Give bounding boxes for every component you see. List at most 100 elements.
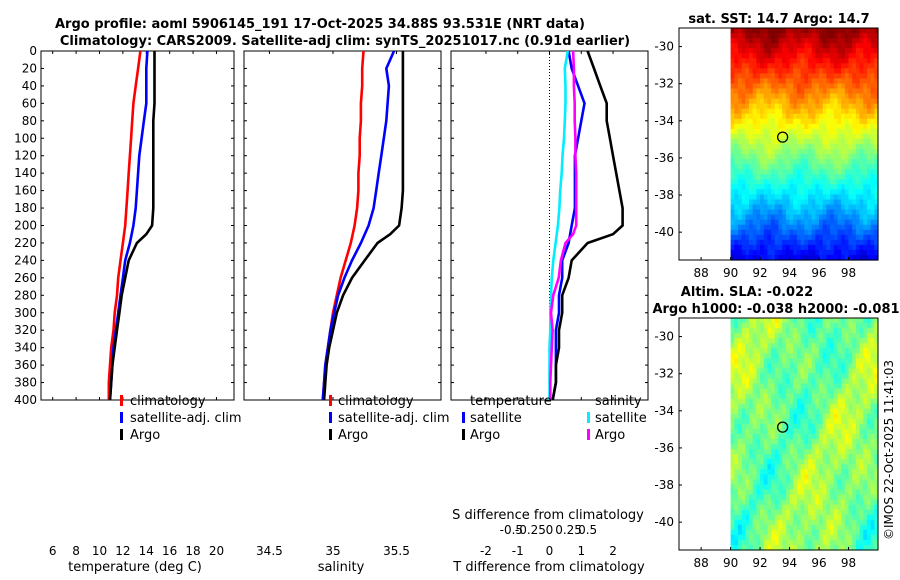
sla-map-cell: [811, 494, 816, 501]
sla-map-cell: [749, 428, 754, 435]
sla-map-cell: [815, 338, 820, 344]
sla-map-cell: [855, 504, 861, 511]
sla-map-cell: [741, 464, 746, 470]
sst-map-cell: [848, 159, 853, 165]
sla-map-cell: [796, 504, 802, 511]
sst-map-cell: [833, 209, 839, 216]
sst-map-cell: [734, 98, 739, 105]
sst-map-cell: [793, 224, 798, 231]
sla-map-cell: [811, 363, 816, 370]
sla-map-cell: [771, 388, 776, 395]
sla-map-cell: [785, 504, 791, 511]
sst-map-cell: [807, 209, 813, 216]
sla-map-cell: [841, 509, 846, 516]
sst-map-cell: [749, 194, 754, 201]
sst-map-cell: [874, 98, 879, 105]
depth-tick-label: 20: [22, 61, 37, 75]
sst-map-cell: [752, 83, 757, 90]
sst-map-cell: [815, 174, 820, 180]
temperature-xtick-label: 14: [139, 544, 154, 558]
sla-map-cell: [819, 398, 824, 405]
sst-map-cell: [745, 128, 750, 135]
sst-map-cell: [752, 254, 757, 261]
sst-map-cell: [760, 179, 765, 185]
sla-map-cell: [800, 454, 805, 460]
sla-map-cell: [789, 328, 794, 334]
sla-map-cell: [807, 358, 813, 364]
sla-map-cell: [730, 358, 735, 364]
sst-map-cell: [749, 184, 754, 190]
sst-map-cell: [804, 48, 809, 54]
depth-tick-label: 80: [22, 114, 37, 128]
sst-map-cell: [866, 239, 872, 246]
sla-map-cell: [782, 469, 787, 475]
sla-map-cell: [807, 474, 813, 480]
sst-map-cell: [752, 159, 757, 165]
sla-map-cell: [830, 413, 835, 420]
sla-map-cell: [811, 373, 816, 380]
sla-map-cell: [811, 439, 816, 445]
sla-map-cell: [866, 499, 872, 506]
sst-map-cell: [767, 43, 772, 49]
sst-map-cell: [774, 38, 780, 44]
sla-map-cell: [811, 338, 816, 344]
sst-map-cell: [796, 73, 802, 80]
sst-map-cell: [833, 214, 839, 221]
sla-map-cell: [734, 348, 739, 354]
sst-map-cell: [793, 63, 798, 69]
sla-map-cell: [749, 484, 754, 491]
sst-map-cell: [730, 209, 735, 216]
sla-map-cell: [833, 544, 839, 551]
sst-map-cell: [771, 209, 776, 216]
sla-map-cell: [782, 504, 787, 511]
sla-map-cell: [811, 489, 816, 496]
sst-map-cell: [822, 204, 828, 211]
sla-map-cell: [734, 499, 739, 506]
sla-map-cell: [822, 454, 828, 460]
sla-map-cell: [774, 333, 780, 339]
sla-map-cell: [789, 484, 794, 491]
sla-map-cell: [734, 363, 739, 370]
sla-map-cell: [804, 529, 809, 536]
sla-map-cell: [830, 423, 835, 430]
sst-map-cell: [859, 254, 864, 261]
sla-map-cell: [730, 333, 735, 339]
sst-map-cell: [822, 224, 828, 231]
sla-map-cell: [789, 368, 794, 375]
sst-map-cell: [789, 164, 794, 170]
sla-map-cell: [785, 519, 791, 526]
sla-map-cell: [741, 544, 746, 551]
sst-map-cell: [774, 159, 780, 165]
sst-map-cell: [778, 33, 783, 39]
sla-map-cell: [837, 494, 842, 501]
sla-map-cell: [741, 368, 746, 375]
sst-map-cell: [771, 113, 776, 120]
sla-map-cell: [830, 353, 835, 359]
sla-map-cell: [837, 408, 842, 415]
sla-map-cell: [822, 328, 828, 334]
sla-map-cell: [785, 544, 791, 551]
sst-map-cell: [852, 214, 857, 221]
sst-map-cell: [737, 113, 743, 120]
sla-map-cell: [863, 484, 868, 491]
sst-map-cell: [734, 28, 739, 34]
sst-map-cell: [874, 179, 879, 185]
sst-map-cell: [848, 63, 853, 69]
sst-map-cell: [822, 174, 828, 180]
sla-map-cell: [778, 484, 783, 491]
s-diff-tick-label: 0.5: [578, 523, 597, 537]
sst-map-cell: [833, 229, 839, 236]
sst-map-cell: [855, 53, 861, 59]
sst-map-cell: [734, 133, 739, 140]
sla-map-cell: [870, 373, 875, 380]
sla-map-cell: [737, 378, 743, 385]
sla-map-cell: [782, 499, 787, 506]
sst-map-cell: [863, 68, 868, 74]
sst-map-cell: [870, 83, 875, 90]
sst-map-cell: [730, 229, 735, 236]
sst-map-cell: [833, 144, 839, 150]
sla-map-cell: [855, 539, 861, 546]
sst-map-cell: [730, 28, 735, 34]
sst-map-cell: [745, 249, 750, 256]
sst-map-cell: [804, 169, 809, 175]
